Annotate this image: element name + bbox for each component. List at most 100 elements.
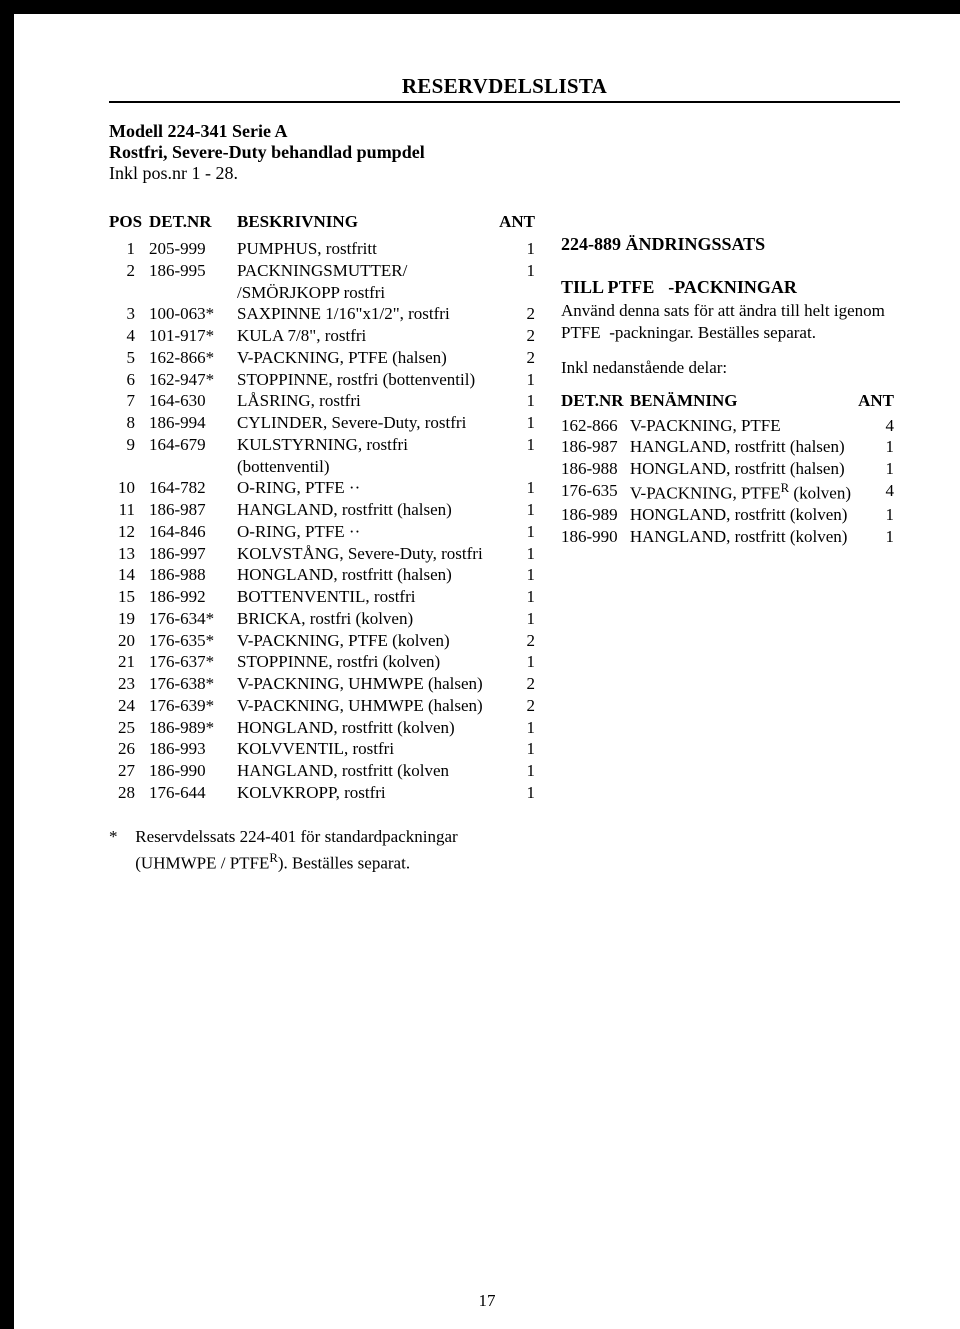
cell-detnr: 176-639* <box>149 695 237 717</box>
cell-ant: 1 <box>495 260 539 304</box>
cell-pos: 6 <box>109 369 149 391</box>
cell-desc: CYLINDER, Severe-Duty, rostfri <box>237 412 495 434</box>
cell-detnr: 164-630 <box>149 390 237 412</box>
cell-ant: 4 <box>858 480 900 504</box>
cell-detnr: 186-997 <box>149 543 237 565</box>
cell-pos: 10 <box>109 477 149 499</box>
table-row: 7164-630LÅSRING, rostfri1 <box>109 390 539 412</box>
cell-desc: V-PACKNING, UHMWPE (halsen) <box>237 695 495 717</box>
cell-desc: HANGLAND, rostfritt (kolven <box>237 760 495 782</box>
kit-para2: PTFE -packningar. Beställes separat. <box>561 322 900 344</box>
cell-pos: 4 <box>109 325 149 347</box>
cell-pos: 9 <box>109 434 149 478</box>
pump-desc-line: Rostfri, Severe-Duty behandlad pumpdel <box>109 142 900 163</box>
two-column-layout: POS DET.NR BESKRIVNING ANT 1205-999PUMPH… <box>109 212 900 876</box>
cell-detnr: 186-994 <box>149 412 237 434</box>
table-row: 15186-992BOTTENVENTIL, rostfri1 <box>109 586 539 608</box>
cell-detnr: 176-644 <box>149 782 237 804</box>
cell-detnr: 186-990 <box>561 526 630 548</box>
table-row: 23176-638*V-PACKNING, UHMWPE (halsen)2 <box>109 673 539 695</box>
cell-pos: 2 <box>109 260 149 304</box>
cell-ant: 1 <box>858 458 900 480</box>
footnote: * Reservdelssats 224-401 för standardpac… <box>109 824 539 877</box>
cell-detnr: 176-634* <box>149 608 237 630</box>
cell-desc: BRICKA, rostfri (kolven) <box>237 608 495 630</box>
cell-pos: 15 <box>109 586 149 608</box>
cell-ant: 1 <box>495 521 539 543</box>
cell-desc: O-RING, PTFE ·· <box>237 521 495 543</box>
cell-ant: 1 <box>495 434 539 478</box>
kit-para2-rest: -packningar. Beställes separat. <box>609 323 816 342</box>
cell-pos: 19 <box>109 608 149 630</box>
cell-detnr: 186-990 <box>149 760 237 782</box>
table-row: 6162-947*STOPPINNE, rostfri (bottenventi… <box>109 369 539 391</box>
kit-col-header-ant: ANT <box>858 391 900 415</box>
kit-heading-line2-pack: -PACKNINGAR <box>668 277 797 297</box>
cell-ant: 2 <box>495 347 539 369</box>
cell-desc: BOTTENVENTIL, rostfri <box>237 586 495 608</box>
cell-detnr: 162-866 <box>561 415 630 437</box>
cell-ant: 2 <box>495 695 539 717</box>
cell-desc: KULA 7/8", rostfri <box>237 325 495 347</box>
cell-desc: KULSTYRNING, rostfri (bottenventil) <box>237 434 495 478</box>
cell-desc: V-PACKNING, PTFE (halsen) <box>237 347 495 369</box>
cell-pos: 12 <box>109 521 149 543</box>
cell-detnr: 186-995 <box>149 260 237 304</box>
cell-detnr: 101-917* <box>149 325 237 347</box>
cell-ant: 1 <box>495 369 539 391</box>
kit-para2-ptfe: PTFE <box>561 323 601 342</box>
table-row: 19176-634*BRICKA, rostfri (kolven)1 <box>109 608 539 630</box>
kit-heading-line2-till: TILL <box>561 277 603 297</box>
cell-pos: 24 <box>109 695 149 717</box>
cell-detnr: 186-993 <box>149 738 237 760</box>
col-header-beskrivning: BESKRIVNING <box>237 212 495 238</box>
table-row: 10164-782O-RING, PTFE ··1 <box>109 477 539 499</box>
cell-detnr: 100-063* <box>149 303 237 325</box>
cell-pos: 8 <box>109 412 149 434</box>
cell-ant: 1 <box>495 586 539 608</box>
cell-detnr: 164-846 <box>149 521 237 543</box>
table-row: 28176-644KOLVKROPP, rostfri1 <box>109 782 539 804</box>
cell-desc: KOLVKROPP, rostfri <box>237 782 495 804</box>
cell-detnr: 176-635 <box>561 480 630 504</box>
cell-detnr: 162-947* <box>149 369 237 391</box>
cell-ant: 1 <box>858 504 900 526</box>
cell-pos: 14 <box>109 564 149 586</box>
cell-detnr: 176-638* <box>149 673 237 695</box>
table-row: 186-988HONGLAND, rostfritt (halsen)1 <box>561 458 900 480</box>
kit-para1: Använd denna sats för att ändra till hel… <box>561 300 900 322</box>
kit-heading-line2-ptfe: PTFE <box>608 277 655 297</box>
table-row: 5162-866*V-PACKNING, PTFE (halsen)2 <box>109 347 539 369</box>
cell-detnr: 164-782 <box>149 477 237 499</box>
cell-ant: 1 <box>495 760 539 782</box>
cell-detnr: 205-999 <box>149 238 237 260</box>
table-row: 25186-989*HONGLAND, rostfritt (kolven)1 <box>109 717 539 739</box>
col-header-pos: POS <box>109 212 149 238</box>
cell-desc: O-RING, PTFE ·· <box>237 477 495 499</box>
table-row: 186-987HANGLAND, rostfritt (halsen)1 <box>561 436 900 458</box>
cell-detnr: 186-988 <box>149 564 237 586</box>
cell-desc: KOLVSTÅNG, Severe-Duty, rostfri <box>237 543 495 565</box>
page-number: 17 <box>14 1291 960 1311</box>
cell-ant: 1 <box>495 608 539 630</box>
kit-col-header-benamning: BENÄMNING <box>630 391 858 415</box>
cell-pos: 25 <box>109 717 149 739</box>
kit-para3: Inkl nedanstående delar: <box>561 357 900 379</box>
parts-table-header-row: POS DET.NR BESKRIVNING ANT <box>109 212 539 238</box>
cell-pos: 13 <box>109 543 149 565</box>
cell-pos: 11 <box>109 499 149 521</box>
footnote-line2b: ). Beställes separat. <box>278 854 410 873</box>
table-row: 11186-987HANGLAND, rostfritt (halsen)1 <box>109 499 539 521</box>
cell-ant: 1 <box>495 390 539 412</box>
cell-pos: 27 <box>109 760 149 782</box>
cell-detnr: 186-992 <box>149 586 237 608</box>
cell-detnr: 186-989 <box>561 504 630 526</box>
table-row: 4101-917*KULA 7/8", rostfri2 <box>109 325 539 347</box>
kit-col-header-detnr: DET.NR <box>561 391 630 415</box>
cell-ant: 1 <box>858 436 900 458</box>
cell-pos: 3 <box>109 303 149 325</box>
cell-desc: LÅSRING, rostfri <box>237 390 495 412</box>
cell-ant: 1 <box>495 717 539 739</box>
cell-ant: 2 <box>495 630 539 652</box>
cell-ant: 1 <box>858 526 900 548</box>
